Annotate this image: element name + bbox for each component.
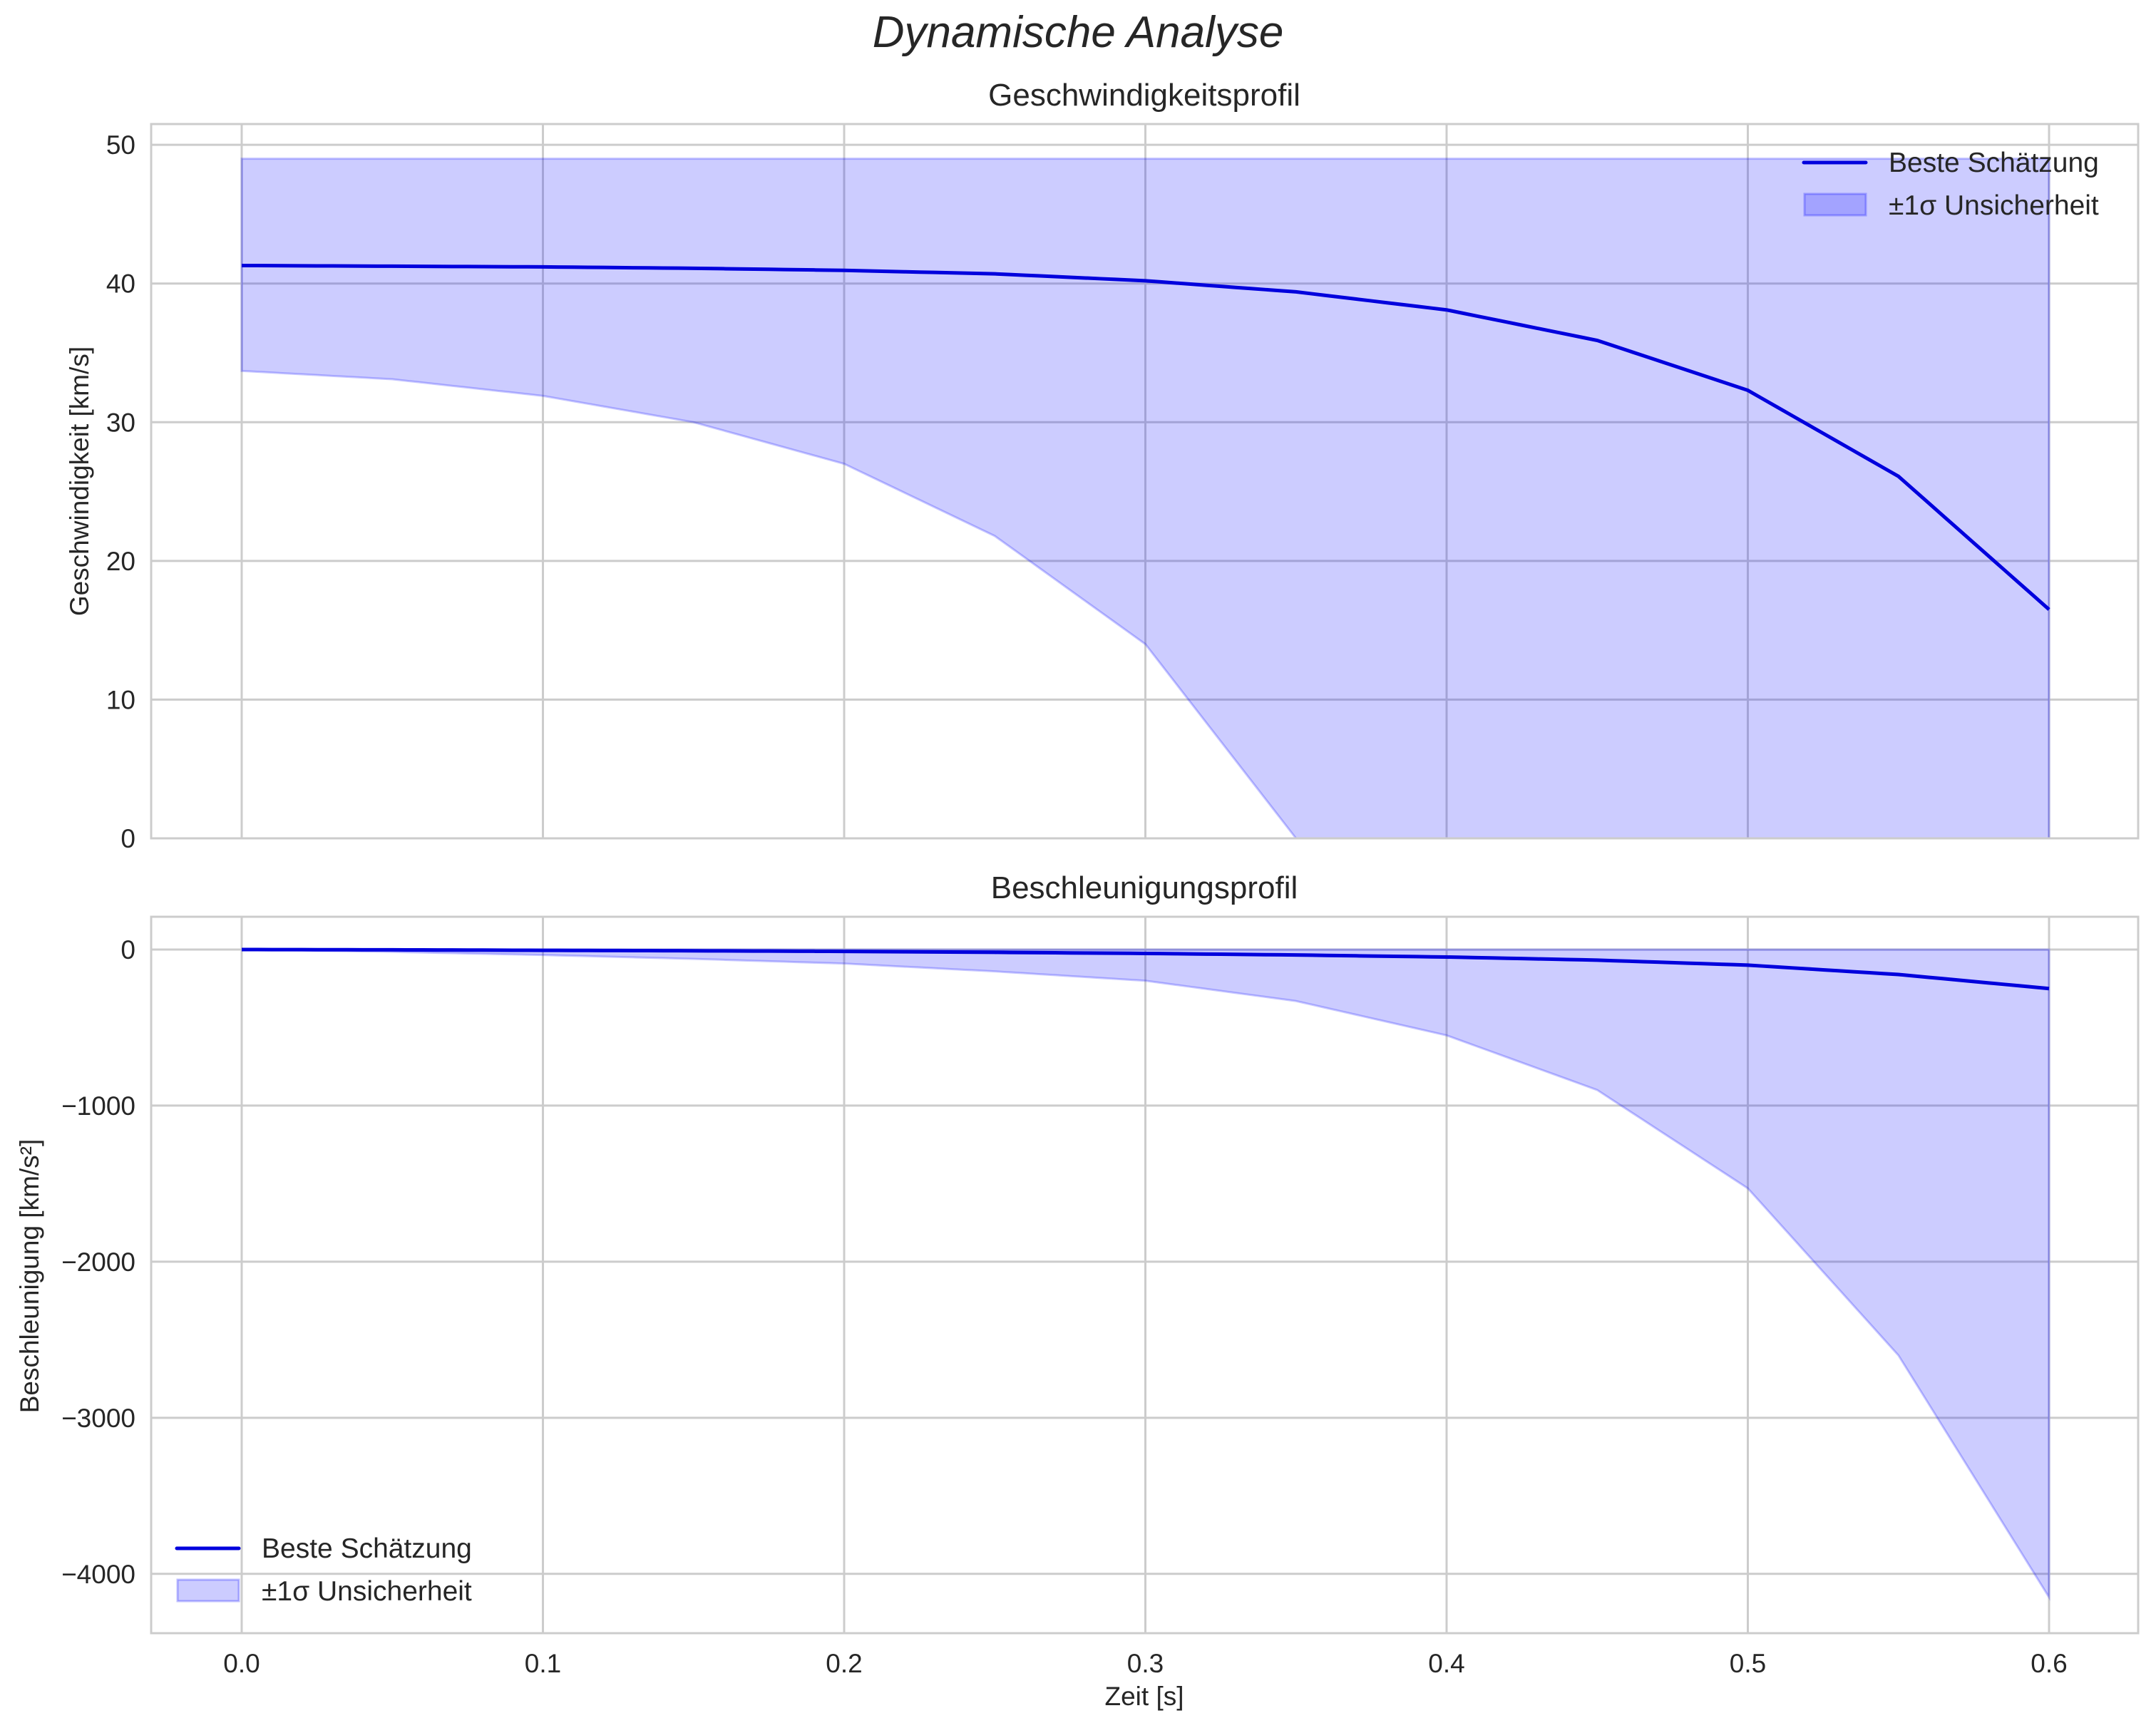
- velocity-grid: [151, 124, 2138, 840]
- x-axis-label: Zeit [s]: [1104, 1682, 1184, 1711]
- acceleration-grid: [151, 917, 2138, 1633]
- legend-band-swatch-icon: [1803, 192, 1867, 217]
- acceleration-uncertainty-band: [241, 948, 2050, 1601]
- x-tick-label: 0.0: [223, 1649, 260, 1678]
- velocity-axes-frame: [150, 123, 2140, 840]
- acceleration-legend: Beste Schätzung ±1σ Unsicherheit: [175, 1533, 472, 1607]
- velocity-y-ticks: 0 10 20 30 40 50: [106, 130, 135, 853]
- y-tick-label: −1000: [61, 1091, 135, 1121]
- y-tick-label: 0: [120, 935, 135, 965]
- legend-label-uncertainty: ±1σ Unsicherheit: [1889, 190, 2099, 221]
- y-tick-label: 30: [106, 408, 135, 437]
- x-tick-label: 0.4: [1428, 1649, 1464, 1678]
- acceleration-y-axis-label: Beschleunigung [km/s²]: [15, 1139, 44, 1414]
- y-tick-label: −4000: [61, 1560, 135, 1589]
- x-tick-label: 0.5: [1730, 1649, 1766, 1678]
- legend-label-best-estimate: Beste Schätzung: [1889, 148, 2099, 178]
- y-tick-label: 10: [106, 685, 135, 714]
- velocity-legend: Beste Schätzung ±1σ Unsicherheit: [1802, 148, 2099, 221]
- velocity-y-axis-label: Geschwindigkeit [km/s]: [65, 346, 94, 616]
- acceleration-subplot: Beschleunigungsprofil 0 −1000 −2000 −3000 −4…: [15, 870, 2140, 1711]
- x-tick-label: 0.2: [826, 1649, 862, 1678]
- velocity-best-estimate-line: [241, 263, 2050, 611]
- acceleration-subplot-title: Beschleunigungsprofil: [991, 870, 1298, 905]
- y-tick-label: 0: [120, 824, 135, 853]
- y-tick-label: 20: [106, 547, 135, 576]
- figure-title: Dynamische Analyse: [873, 8, 1284, 57]
- y-tick-label: −3000: [61, 1404, 135, 1433]
- velocity-subplot-title: Geschwindigkeitsprofil: [988, 78, 1300, 113]
- y-tick-label: −2000: [61, 1248, 135, 1277]
- x-tick-label: 0.3: [1127, 1649, 1164, 1678]
- x-tick-label: 0.1: [525, 1649, 561, 1678]
- acceleration-axes-frame: [150, 915, 2140, 1635]
- x-tick-label: 0.6: [2031, 1649, 2067, 1678]
- velocity-subplot: Geschwindigkeitsprofil 0 10 20 30 40 50 Gesch…: [65, 78, 2140, 853]
- x-ticks: 0.0 0.1 0.2 0.3 0.4 0.5 0.6: [223, 1649, 2067, 1678]
- y-tick-label: 50: [106, 130, 135, 160]
- legend-band-swatch-icon: [176, 1578, 240, 1603]
- acceleration-best-estimate-line: [241, 947, 2050, 991]
- acceleration-y-ticks: 0 −1000 −2000 −3000 −4000: [61, 935, 135, 1589]
- y-tick-label: 40: [106, 269, 135, 299]
- legend-label-uncertainty: ±1σ Unsicherheit: [262, 1576, 472, 1607]
- legend-label-best-estimate: Beste Schätzung: [262, 1533, 472, 1564]
